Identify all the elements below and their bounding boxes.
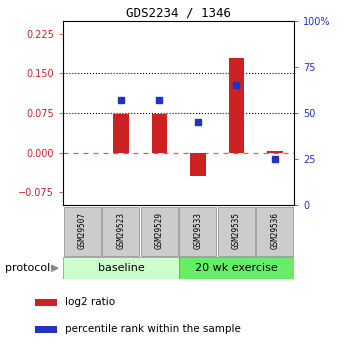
Bar	[256, 207, 293, 256]
Bar	[152, 114, 167, 152]
Text: GSM29535: GSM29535	[232, 212, 241, 249]
Bar	[190, 152, 206, 176]
Text: 20 wk exercise: 20 wk exercise	[195, 263, 278, 273]
Text: protocol: protocol	[5, 263, 50, 273]
Bar	[113, 114, 129, 152]
Text: log2 ratio: log2 ratio	[65, 297, 116, 307]
Bar	[179, 207, 217, 256]
Title: GDS2234 / 1346: GDS2234 / 1346	[126, 7, 231, 20]
Text: GSM29536: GSM29536	[270, 212, 279, 249]
Text: GSM29523: GSM29523	[117, 212, 125, 249]
Bar	[35, 299, 57, 306]
Text: GSM29533: GSM29533	[193, 212, 203, 249]
Bar	[229, 58, 244, 152]
Bar	[267, 151, 283, 152]
Bar	[103, 207, 139, 256]
Text: percentile rank within the sample: percentile rank within the sample	[65, 324, 241, 334]
Bar	[179, 257, 294, 279]
Bar	[141, 207, 178, 256]
Bar	[218, 207, 255, 256]
Bar	[63, 257, 179, 279]
Bar	[64, 207, 101, 256]
Bar	[35, 326, 57, 333]
Text: GSM29529: GSM29529	[155, 212, 164, 249]
Text: GSM29507: GSM29507	[78, 212, 87, 249]
Text: baseline: baseline	[97, 263, 144, 273]
